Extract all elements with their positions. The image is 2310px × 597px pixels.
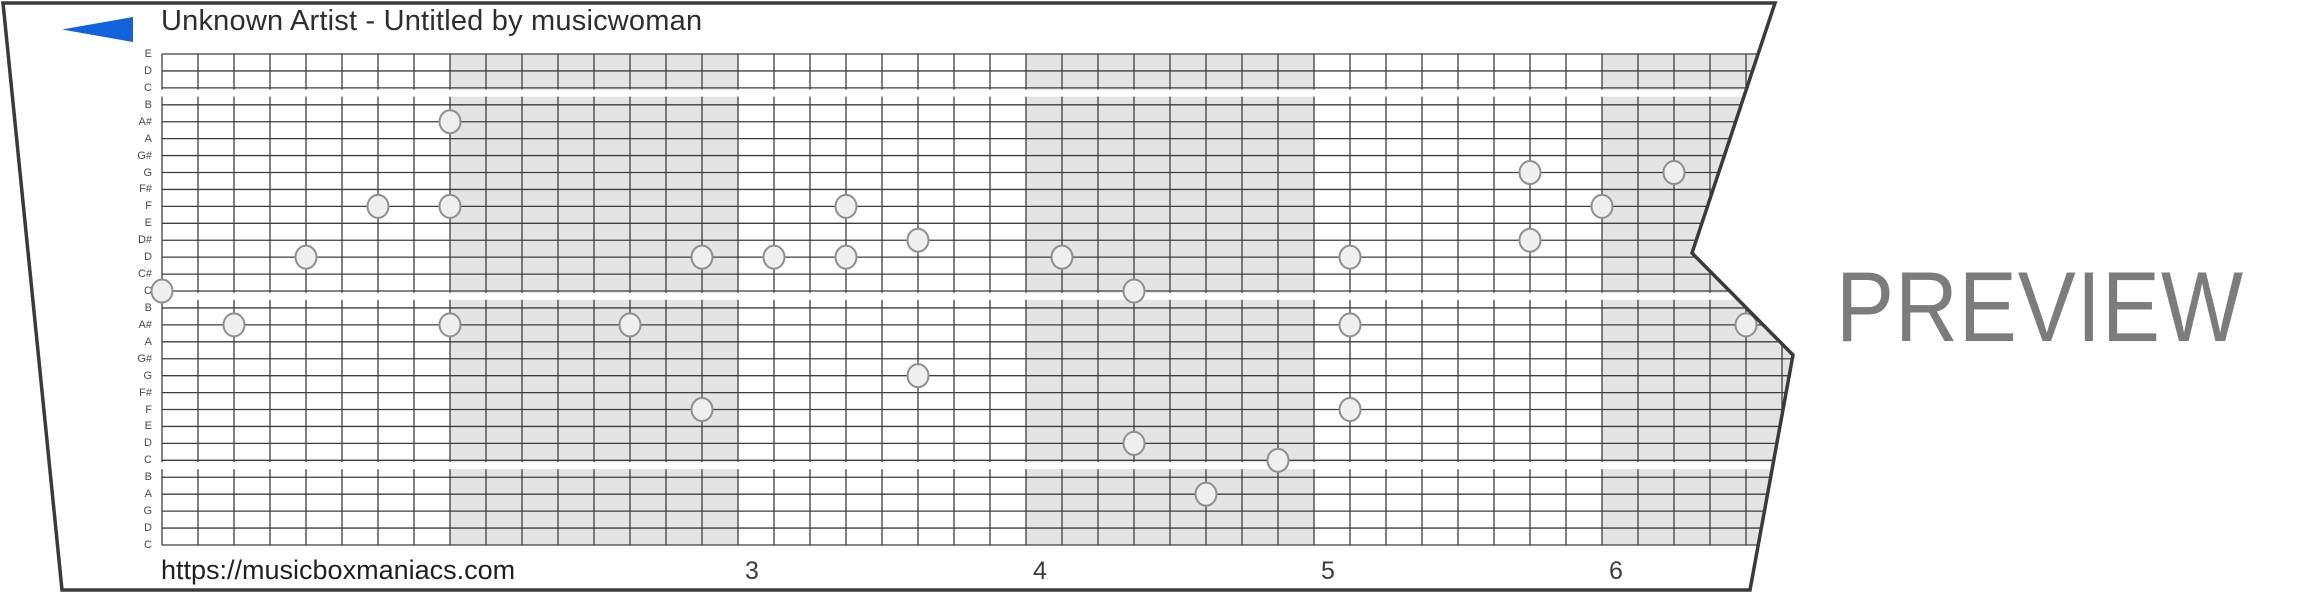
note-dot-c bbox=[1266, 447, 1290, 473]
note-label: G bbox=[143, 166, 152, 179]
octave-separator-gap bbox=[158, 462, 1793, 470]
note-label: D bbox=[144, 64, 152, 77]
strip-grid bbox=[150, 53, 1793, 546]
measure-number: 5 bbox=[1321, 557, 1335, 585]
note-dot-f bbox=[834, 193, 858, 219]
note-label: B bbox=[144, 471, 152, 484]
note-dot-d bbox=[1122, 430, 1146, 456]
note-dot-f bbox=[1338, 397, 1362, 423]
note-label: G# bbox=[137, 352, 152, 365]
site-url: https://musicboxmaniacs.com bbox=[161, 555, 516, 585]
note-label: E bbox=[144, 48, 152, 60]
note-dot-ds bbox=[1518, 227, 1542, 253]
note-dot-as bbox=[1338, 312, 1362, 338]
note-dot-d bbox=[690, 244, 714, 270]
measure-number: 4 bbox=[1033, 557, 1047, 585]
note-dot-d bbox=[1338, 244, 1362, 270]
note-dot-as bbox=[438, 109, 462, 135]
note-label: D bbox=[144, 522, 152, 535]
note-label: D bbox=[144, 251, 152, 264]
note-dot-as bbox=[1734, 312, 1758, 338]
note-dot-ds bbox=[906, 227, 930, 253]
note-label: B bbox=[144, 301, 152, 314]
note-label: C bbox=[144, 285, 152, 298]
note-label: A# bbox=[138, 115, 152, 128]
note-label: E bbox=[144, 420, 152, 433]
note-dot-g bbox=[1662, 160, 1686, 186]
note-dot-as bbox=[222, 312, 246, 338]
note-dot-f bbox=[438, 193, 462, 219]
note-dot-c bbox=[1122, 278, 1146, 304]
note-dot-d bbox=[834, 244, 858, 270]
note-label: G bbox=[143, 505, 152, 518]
note-label: B bbox=[144, 98, 152, 111]
measure-number: 3 bbox=[745, 557, 759, 585]
note-label: D# bbox=[137, 234, 152, 247]
note-dot-a bbox=[1194, 481, 1218, 507]
note-dot-f bbox=[690, 397, 714, 423]
note-dot-as bbox=[618, 312, 642, 338]
measure-number: 6 bbox=[1609, 557, 1623, 585]
note-label: C# bbox=[137, 268, 152, 281]
octave-separator-gap bbox=[158, 292, 1793, 300]
note-label: G# bbox=[137, 149, 152, 162]
note-label: A bbox=[144, 488, 152, 501]
preview-watermark: PREVIEW bbox=[1836, 251, 2244, 362]
note-label: C bbox=[144, 538, 152, 551]
note-label: F bbox=[145, 403, 152, 416]
note-dot-g bbox=[1518, 160, 1542, 186]
note-dot-f bbox=[366, 193, 390, 219]
note-label: C bbox=[144, 454, 152, 467]
note-label: D bbox=[144, 437, 152, 450]
note-dot-f bbox=[1590, 193, 1614, 219]
note-dot-c bbox=[150, 278, 174, 304]
note-dot-as bbox=[438, 312, 462, 338]
melody-title: Unknown Artist - Untitled by musicwoman bbox=[161, 5, 703, 37]
strip-outline bbox=[1, 1, 1795, 592]
note-label: C bbox=[144, 81, 152, 94]
note-label: E bbox=[144, 217, 152, 230]
octave-separator-gap bbox=[158, 89, 1793, 97]
note-label: F# bbox=[139, 386, 152, 399]
note-dot-d bbox=[294, 244, 318, 270]
note-label: A bbox=[144, 132, 152, 145]
note-label: G bbox=[143, 369, 152, 382]
note-label: A# bbox=[138, 318, 152, 331]
note-dot-d bbox=[762, 244, 786, 270]
note-label: F bbox=[145, 200, 152, 213]
note-label: A bbox=[144, 335, 152, 348]
note-label: F# bbox=[139, 183, 152, 196]
note-dot-d bbox=[1050, 244, 1074, 270]
back-triangle-icon bbox=[62, 17, 133, 42]
note-dot-g bbox=[906, 363, 930, 389]
